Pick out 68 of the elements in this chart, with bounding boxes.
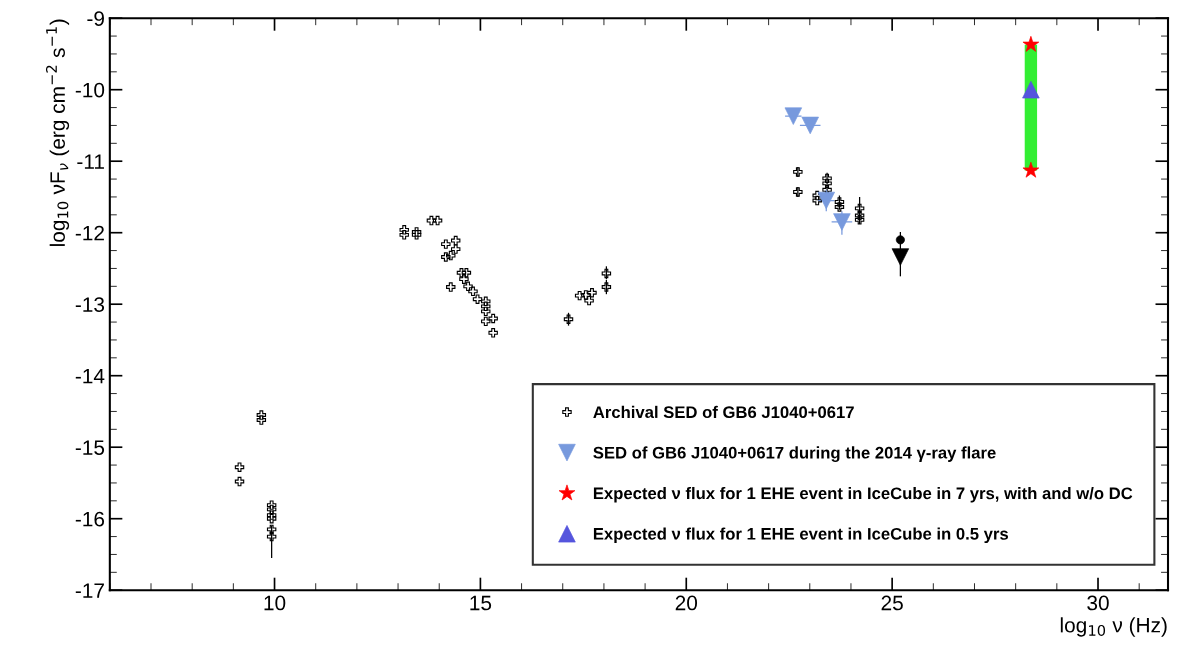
y-tick-label: -14 [75, 368, 105, 384]
x-tick-label: 25 [881, 595, 903, 611]
point [234, 462, 245, 472]
point [450, 244, 461, 254]
point [481, 306, 491, 317]
point [481, 316, 491, 327]
point [822, 173, 832, 184]
point [446, 250, 456, 261]
y-tick-label: -9 [87, 11, 104, 26]
point [574, 290, 585, 301]
point [441, 239, 451, 249]
point [441, 252, 451, 262]
text: log$_{10}$ νF$_{ν}$ (erg cm$^{−2}$ s$^{−1}$) [45, 19, 70, 246]
y-tick-label: -13 [75, 297, 105, 312]
point [481, 301, 491, 312]
point [822, 178, 832, 189]
point [266, 531, 277, 542]
point [461, 268, 472, 278]
x-tick-label: 15 [470, 595, 492, 611]
legend-label: Expected ν flux for 1 EHE event in IceCube in 7 yrs, with and w/o DC [593, 486, 1133, 503]
point [399, 230, 409, 240]
point [432, 215, 443, 226]
y-tick-label: -16 [75, 511, 105, 527]
point [488, 328, 498, 338]
point [834, 197, 845, 207]
point [472, 294, 483, 304]
y-tick-label: -15 [75, 440, 105, 455]
point [426, 215, 437, 226]
point [463, 281, 473, 292]
x-tick-label: 10 [264, 595, 286, 611]
legend-label: SED of GB6 J1040+0617 during the 2014 γ-ray flare [593, 446, 996, 462]
point [266, 513, 277, 524]
legend-label: Archival SED of GB6 J1040+0617 [593, 405, 854, 419]
point [266, 524, 277, 535]
point [793, 187, 803, 197]
point [234, 476, 245, 487]
point [584, 295, 594, 306]
point [563, 314, 574, 324]
point [812, 190, 822, 201]
y-tick-label: -11 [77, 154, 104, 169]
point [581, 290, 591, 300]
x-tick-label: 20 [675, 595, 698, 611]
point [587, 288, 597, 298]
y-tick-label: -10 [75, 82, 105, 98]
point [468, 286, 478, 297]
x-tick-label: 30 [1087, 595, 1109, 611]
point [488, 313, 498, 324]
point [266, 500, 277, 510]
point [256, 410, 267, 420]
point [399, 225, 409, 235]
point [459, 274, 469, 284]
point [256, 415, 267, 425]
point [456, 268, 467, 278]
point [481, 296, 491, 307]
point [266, 504, 277, 515]
legend-label: Expected ν flux for 1 EHE event in IceCube in 0.5 yrs [593, 527, 1009, 544]
point [793, 167, 803, 177]
point [854, 215, 865, 225]
point [854, 203, 865, 214]
point [266, 510, 277, 520]
point [812, 195, 822, 206]
point [834, 202, 845, 212]
point [854, 210, 865, 221]
y-tick-label: -12 [75, 225, 104, 241]
x-axis-title: log$_{10}$ ν (Hz) [1060, 617, 1167, 637]
y-tick-label: -17 [75, 583, 104, 598]
point [446, 282, 456, 292]
point [450, 235, 461, 246]
